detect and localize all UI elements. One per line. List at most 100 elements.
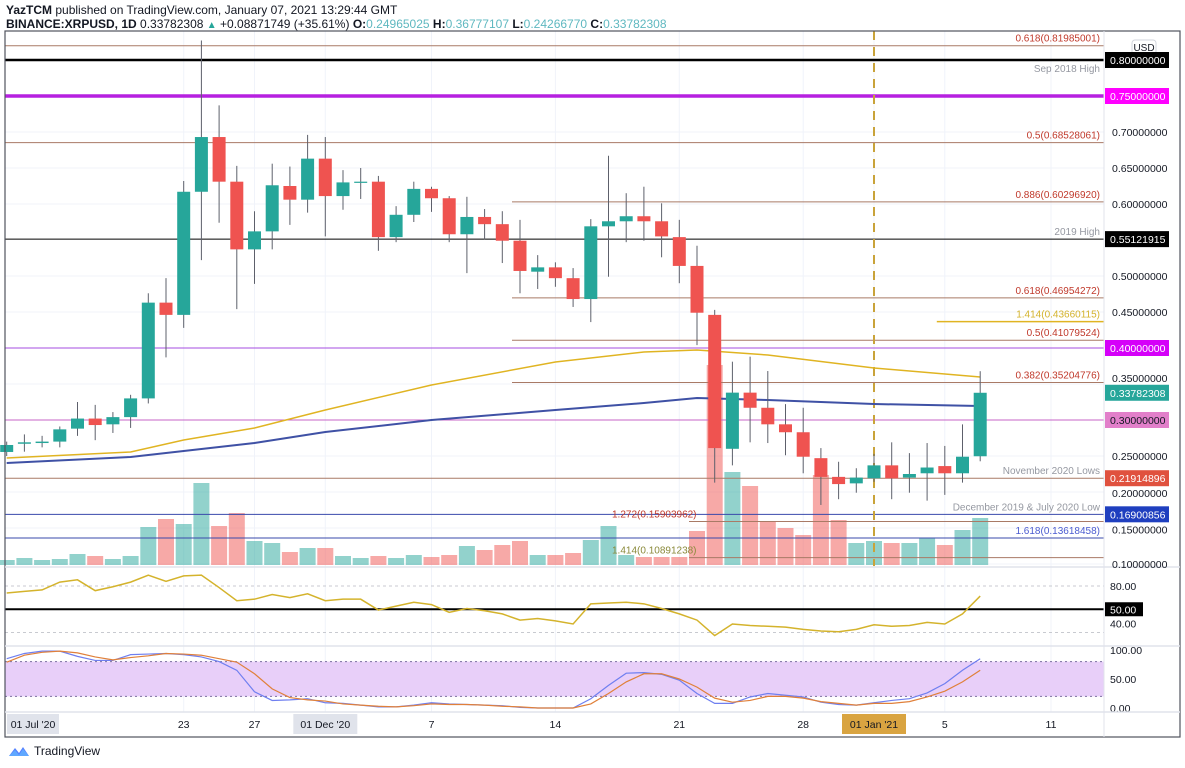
candle[interactable] (725, 361, 739, 466)
candle[interactable] (106, 412, 120, 433)
candle[interactable] (442, 196, 456, 243)
candle[interactable] (354, 168, 368, 199)
candle[interactable] (885, 442, 899, 500)
stoch-d-line (6, 650, 981, 709)
volume-bar (281, 552, 298, 565)
open-label: O: (352, 17, 367, 31)
time-tick-badge (842, 714, 906, 734)
candle-body (761, 407, 775, 425)
high-label: H: (432, 17, 446, 31)
candle[interactable] (407, 181, 421, 222)
candle[interactable] (849, 468, 863, 493)
volume-bar (458, 546, 475, 565)
candle-body (495, 224, 509, 241)
candle[interactable] (637, 186, 651, 241)
candle[interactable] (584, 219, 598, 323)
candle[interactable] (141, 293, 155, 404)
volume-bar (529, 555, 546, 565)
candle-body (655, 221, 669, 237)
candle[interactable] (265, 163, 279, 250)
candle[interactable] (619, 193, 633, 243)
candle[interactable] (973, 371, 987, 462)
candle-body (0, 444, 14, 452)
candle[interactable] (194, 40, 208, 261)
candle[interactable] (0, 441, 14, 456)
price-tag (1105, 412, 1169, 428)
candle[interactable] (17, 434, 31, 452)
author-name[interactable]: YazTCM (6, 3, 53, 17)
candle-body (513, 240, 527, 271)
candle[interactable] (283, 166, 297, 225)
candle[interactable] (548, 262, 562, 287)
time-axis[interactable]: 01 Jul '20 23 27 01 Dec '20 7 14 21 28 01 Jan '… (7, 714, 1057, 734)
candle[interactable] (124, 394, 138, 428)
candle[interactable] (177, 180, 191, 328)
level-label: 1.414(0.43660115) (1016, 310, 1100, 321)
volume-bar (512, 541, 528, 565)
candle[interactable] (336, 170, 350, 210)
candle[interactable] (832, 461, 846, 500)
candles[interactable] (0, 40, 987, 505)
candle[interactable] (88, 404, 102, 441)
candle[interactable] (71, 402, 84, 436)
volume-bar (777, 528, 794, 565)
candle[interactable] (602, 155, 615, 277)
candle[interactable] (531, 255, 545, 289)
candle[interactable] (212, 105, 226, 223)
candle[interactable] (478, 209, 492, 240)
candle[interactable] (672, 219, 686, 284)
candle[interactable] (814, 448, 828, 505)
volume-bar (228, 513, 245, 565)
candle[interactable] (655, 203, 669, 258)
candle[interactable] (743, 356, 757, 443)
volume-bar (476, 550, 493, 565)
candle[interactable] (460, 196, 474, 274)
candle-body (265, 185, 279, 232)
candle[interactable] (796, 407, 810, 474)
candle[interactable] (708, 309, 722, 483)
candle[interactable] (690, 245, 704, 346)
candle[interactable] (35, 435, 49, 448)
horizontal-levels[interactable]: 0.618(0.81985001) Sep 2018 High 0.5(0.6852… (5, 31, 1104, 566)
price-tag-label: 0.80000000 (1110, 55, 1166, 67)
candle-body (690, 265, 704, 313)
volume-bar (69, 554, 86, 565)
candle-body (637, 216, 651, 222)
volume-bar (158, 519, 174, 565)
candle[interactable] (566, 268, 580, 307)
candle[interactable] (513, 219, 527, 294)
price-change: +0.08871749 (+35.61%) (220, 17, 350, 31)
candle[interactable] (425, 186, 438, 212)
volume-bar (812, 475, 829, 565)
candle[interactable] (301, 134, 315, 213)
candle[interactable] (495, 211, 509, 264)
volume-bar (423, 557, 440, 565)
price-tick-label: 0.65000000 (1112, 163, 1168, 175)
candle-body (725, 392, 739, 449)
candle-body (619, 216, 633, 222)
candle[interactable] (371, 175, 385, 251)
candle[interactable] (956, 424, 969, 483)
candle[interactable] (867, 453, 881, 482)
stoch-rsi-panel[interactable]: 100.00 50.00 0.00 (5, 645, 1142, 715)
candle-body (602, 221, 615, 227)
candle[interactable] (230, 165, 244, 310)
candle[interactable] (159, 278, 173, 358)
candle[interactable] (779, 404, 792, 456)
rsi-panel[interactable]: 80.00 40.00 50.00 (5, 574, 1143, 637)
candle[interactable] (389, 206, 403, 243)
candle[interactable] (761, 371, 775, 444)
candle[interactable] (53, 426, 67, 448)
candle-body (159, 302, 173, 315)
candle[interactable] (938, 445, 952, 495)
candle-body (88, 418, 102, 426)
price-axis[interactable]: USD 0.80000000 0.75000000 0.55121915 0.4000… (1105, 39, 1169, 571)
candle[interactable] (902, 453, 916, 493)
tradingview-brand[interactable]: TradingView (8, 744, 100, 758)
time-tick-label: 14 (550, 719, 562, 731)
candle[interactable] (318, 137, 332, 237)
candle[interactable] (920, 443, 934, 501)
candle[interactable] (248, 211, 261, 284)
candle-body (177, 191, 191, 315)
